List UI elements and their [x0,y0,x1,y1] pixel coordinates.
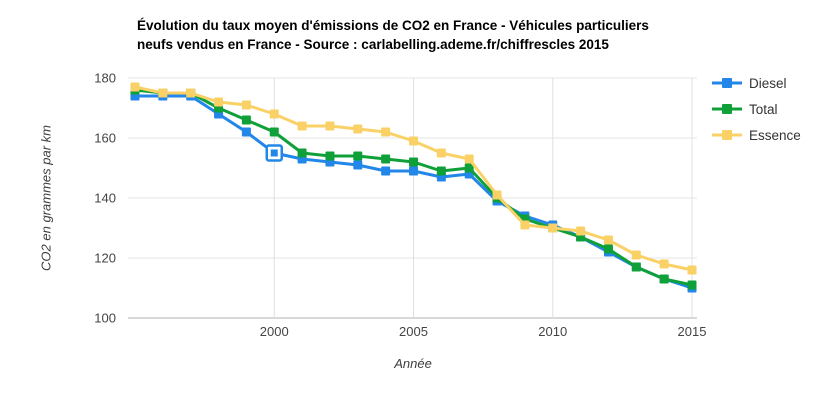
y-tick-label-180: 180 [94,71,116,86]
data-point-total-2007[interactable] [464,163,474,173]
chart-legend: Diesel Total Essence [712,70,801,148]
data-point-total-2002[interactable] [325,151,335,161]
data-point-essence-1998[interactable] [214,97,224,107]
x-tick-label-2000: 2000 [260,324,289,339]
data-point-essence-1997[interactable] [186,88,196,98]
data-point-diesel-1999[interactable] [241,127,251,137]
x-tick-label-2005: 2005 [399,324,428,339]
data-point-diesel-2004[interactable] [381,166,391,176]
data-point-essence-2013[interactable] [631,250,641,260]
legend-item-essence[interactable]: Essence [712,122,801,148]
data-point-essence-2003[interactable] [353,124,363,134]
data-point-essence-2008[interactable] [492,190,502,200]
data-point-total-2013[interactable] [631,262,641,272]
data-point-essence-1999[interactable] [241,100,251,110]
chart-title-line1: Évolution du taux moyen d'émissions de C… [137,18,649,33]
essence-series-marker-icon [712,130,742,140]
y-tick-label-160: 160 [94,131,116,146]
data-point-essence-2012[interactable] [603,235,613,245]
legend-label: Essence [749,127,801,143]
legend-label: Total [749,101,778,117]
data-point-essence-2004[interactable] [381,127,391,137]
data-point-total-2001[interactable] [297,148,307,158]
data-point-total-2012[interactable] [603,244,613,254]
data-point-essence-2001[interactable] [297,121,307,131]
x-axis-title: Année [394,356,432,371]
data-point-diesel-2003[interactable] [353,160,363,170]
data-point-total-2004[interactable] [381,154,391,164]
data-point-essence-2007[interactable] [464,154,474,164]
data-point-total-2015[interactable] [687,280,697,290]
data-point-total-2003[interactable] [353,151,363,161]
data-point-essence-2014[interactable] [659,259,669,269]
legend-label: Diesel [749,75,787,91]
legend-item-diesel[interactable]: Diesel [712,70,801,96]
data-point-total-2006[interactable] [436,166,446,176]
data-point-essence-2011[interactable] [576,226,586,236]
data-point-essence-2015[interactable] [687,265,697,275]
diesel-series-marker-icon [712,78,742,88]
data-point-total-2000[interactable] [269,127,279,137]
total-series-marker-icon [712,104,742,114]
y-tick-label-120: 120 [94,251,116,266]
data-point-essence-2002[interactable] [325,121,335,131]
data-point-essence-1996[interactable] [158,88,168,98]
data-point-essence-2006[interactable] [436,148,446,158]
y-tick-label-100: 100 [94,311,116,326]
chart-title-line2: neufs vendus en France - Source : carlab… [137,37,609,52]
y-axis-title: CO2 en grammes par km [38,125,54,271]
data-point-essence-2010[interactable] [548,223,558,233]
y-tick-label-140: 140 [94,191,116,206]
highlighted-point-core [270,149,278,157]
data-point-essence-2005[interactable] [409,136,418,146]
data-point-essence-2009[interactable] [520,220,530,230]
x-tick-label-2015: 2015 [678,324,707,339]
data-point-total-1999[interactable] [241,115,251,125]
data-point-essence-1995[interactable] [130,82,140,92]
data-point-total-2005[interactable] [409,157,418,167]
data-point-essence-2000[interactable] [269,109,279,119]
chart-title: Évolution du taux moyen d'émissions de C… [137,16,737,54]
data-point-diesel-2005[interactable] [409,166,418,176]
x-tick-label-2010: 2010 [538,324,567,339]
data-point-total-2014[interactable] [659,274,669,284]
legend-item-total[interactable]: Total [712,96,801,122]
